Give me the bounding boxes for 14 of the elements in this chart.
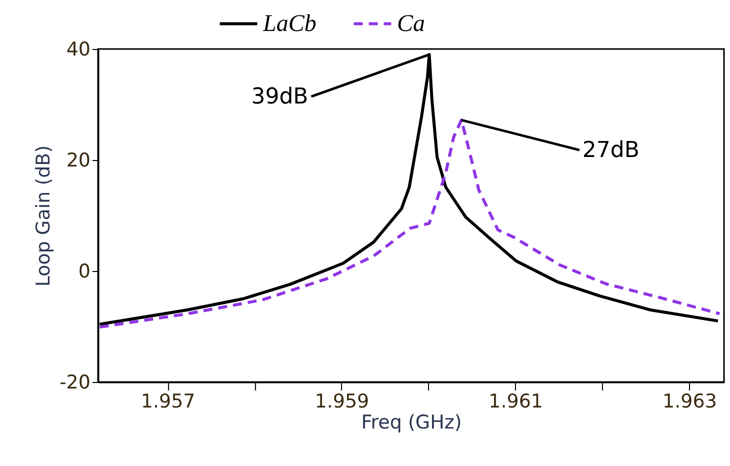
annotation: 27dB — [582, 138, 640, 164]
x-tick-label: 1.963 — [662, 390, 717, 412]
y-tick-label: 40 — [66, 38, 90, 60]
y-tick-label: 20 — [66, 150, 90, 172]
y-axis-title: Loop Gain (dB) — [32, 145, 54, 287]
x-tick-label: 1.959 — [314, 390, 370, 412]
y-tick-label: 0 — [78, 260, 90, 282]
legend-label: Ca — [397, 10, 426, 37]
annotation: 39dB — [251, 84, 308, 110]
x-axis-title: Freq (GHz) — [361, 412, 462, 434]
x-tick-label: 1.961 — [488, 390, 544, 412]
y-tick-label: -20 — [59, 372, 90, 394]
x-tick-label: 1.957 — [140, 390, 196, 412]
legend-label: LaCb — [262, 10, 316, 37]
